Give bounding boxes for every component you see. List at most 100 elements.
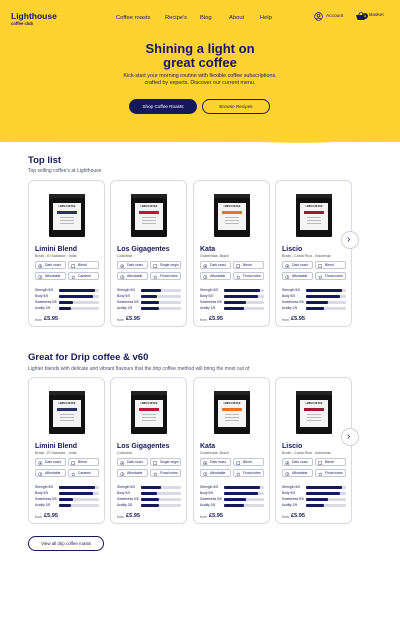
product-tag: Dark roast [117,458,148,466]
attribute-bar-strength [306,486,346,489]
product-origin: Guatemala, Brazil [200,254,229,258]
product-tag: Single origin [150,458,181,466]
attribute-label-sweetness: Sweetness 5/5 [35,300,57,304]
attribute-bar-fill [59,492,93,495]
attribute-label-sweetness: Sweetness 5/5 [35,497,57,501]
product-tag: Affordable [282,469,313,477]
product-price: £5.95 [209,316,223,322]
product-card[interactable]: LIMINI COFFEE Kata Guatemala, Brazil Dark r… [193,180,270,327]
attribute-bar-body [59,492,99,495]
bag-label-text: LIMINI COFFEE [305,403,323,405]
attribute-bar-fill [224,492,258,495]
nav-help[interactable]: Help [260,15,272,21]
attribute-bar-body [224,492,264,495]
product-price: £5.95 [291,513,305,519]
browse-recipes-button[interactable]: Browse Recipes [202,99,270,114]
attribute-bar-acidity [306,504,346,507]
product-bag-image: LIMINI COFFEE [296,194,332,237]
attribute-bar-acidity [59,307,99,310]
product-card[interactable]: LIMINI COFFEE Limini Blend Brazil - El Sal… [28,377,105,524]
attribute-bar-strength [141,486,181,489]
attribute-bar-fill [141,301,159,304]
attribute-bar-fill [141,307,159,310]
attribute-bar-strength [224,289,264,292]
product-origin: Colombia [117,451,133,455]
section-subtitle-drip: Lighter blends with delicate and vibrant… [28,366,250,372]
attribute-bar-fill [141,498,159,501]
section-title-drip: Great for Drip coffee & v60 [28,352,149,363]
view-all-drip-button[interactable]: View all drip coffee roasts [28,536,104,551]
brand-logo[interactable]: Lighthouse coffee club [11,12,57,26]
product-bag-image: LIMINI COFFEE [131,391,167,434]
top-navigation: Lighthouse coffee club Coffee roasts Rec… [0,0,400,30]
product-tag: Dark roast [117,261,148,269]
product-origin: Colombia [117,254,133,258]
product-tag: Affordable [200,272,231,280]
attribute-label-acidity: Acidity 2/5 [35,503,51,507]
attribute-bar-acidity [224,504,264,507]
nav-blog[interactable]: Blog [200,15,212,21]
next-products-button-top-list[interactable]: › [341,231,359,249]
attribute-bar-sweetness [306,498,346,501]
product-card[interactable]: LIMINI COFFEE Limini Blend Brazil - El Sal… [28,180,105,327]
product-bag-image: LIMINI COFFEE [49,194,85,237]
hero-subtitle-line-2: crafted by experts. Discover our current… [144,80,256,86]
product-card[interactable]: LIMINI COFFEE Los Gigagentes Colombia Dark … [110,180,187,327]
shop-coffee-roasts-button[interactable]: Shop Coffee Roasts [129,99,197,114]
brand-name: Lighthouse [11,11,57,21]
product-card[interactable]: LIMINI COFFEE Liscio Brazil - Costa Rica -… [275,180,352,327]
product-price: £5.95 [126,316,140,322]
product-card[interactable]: LIMINI COFFEE Los Gigagentes Colombia Dark … [110,377,187,524]
attribute-label-body: Body 5/5 [35,294,49,298]
product-card[interactable]: LIMINI COFFEE Kata Guatemala, Brazil Dark r… [193,377,270,524]
product-bag-image: LIMINI COFFEE [49,391,85,434]
product-name: Kata [200,443,216,450]
attribute-bar-body [224,295,264,298]
attribute-bar-fill [59,504,71,507]
attribute-bar-fill [306,504,324,507]
attribute-label-sweetness: Sweetness 5/5 [117,300,139,304]
product-tag: Blend [315,261,346,269]
product-price: £5.95 [126,513,140,519]
product-price: £5.95 [44,316,58,322]
bag-label-text: LIMINI COFFEE [305,206,323,208]
hero-wave [0,126,400,143]
attribute-bar-strength [141,289,181,292]
product-tag: Floral notes [150,272,181,280]
attribute-bar-acidity [141,504,181,507]
product-name: Liscio [282,443,303,450]
account-button[interactable]: Account [314,12,343,21]
product-tag: Affordable [35,469,66,477]
attribute-label-acidity: Acidity 2/5 [35,306,51,310]
attribute-bar-fill [306,498,328,501]
bag-label-text: LIMINI COFFEE [58,206,76,208]
attribute-label-strength: Strength 5/5 [117,288,135,292]
hero-title: Shining a light on great coffee [0,42,400,70]
attribute-bar-strength [59,289,99,292]
attribute-bar-body [141,492,181,495]
bag-label-text: LIMINI COFFEE [223,403,241,405]
attribute-bar-acidity [59,504,99,507]
nav-recipes[interactable]: Recipe's [165,15,188,21]
product-tag: Blend [233,458,264,466]
attribute-label-acidity: Acidity 2/5 [200,306,216,310]
bag-label-text: LIMINI COFFEE [223,206,241,208]
nav-about[interactable]: About [229,15,245,21]
attribute-bar-fill [141,492,157,495]
product-origin: Guatemala, Brazil [200,451,229,455]
product-origin: Brazil - El Salvador - India [35,254,77,258]
attribute-bar-fill [59,307,71,310]
attribute-bar-fill [224,486,260,489]
product-card[interactable]: LIMINI COFFEE Liscio Brazil - Costa Rica -… [275,377,352,524]
user-circle-icon [314,12,323,21]
attribute-bar-fill [306,492,340,495]
basket-button[interactable]: 1 Basket [355,11,384,21]
attribute-bar-fill [306,289,342,292]
nav-coffee-roasts[interactable]: Coffee roasts [116,15,151,21]
product-tag: Affordable [200,469,231,477]
price-prefix: from [282,318,289,322]
next-products-button-drip[interactable]: › [341,428,359,446]
attribute-label-body: Body 5/5 [200,491,214,495]
product-tag: Affordable [282,272,313,280]
product-tag: Blend [68,261,99,269]
